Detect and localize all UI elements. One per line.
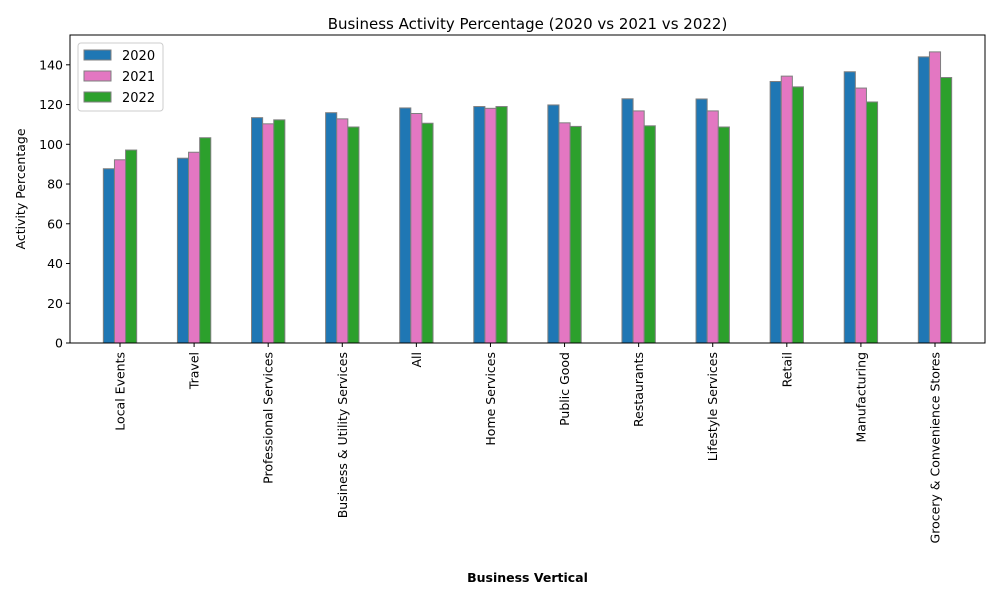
bar-2020-restaurants <box>621 98 634 344</box>
bar-2021-professional-services <box>262 123 275 344</box>
bar-2020-business-utility-services <box>325 112 338 344</box>
bar-2022-grocery-convenience-stores <box>940 77 953 344</box>
bar-2020-all <box>399 107 412 344</box>
bar-2021-all <box>410 112 423 344</box>
bar-2021-retail <box>780 75 793 344</box>
legend-label-2021: 2021 <box>122 70 155 85</box>
bar-2022-manufacturing <box>865 101 879 344</box>
y-tick-label: 140 <box>39 57 63 72</box>
bar-2021-restaurants <box>632 110 645 344</box>
bar-2020-retail <box>769 81 782 344</box>
bar-2022-home-services <box>495 106 508 344</box>
y-tick-label: 20 <box>47 296 63 311</box>
x-axis-title: Business Vertical <box>467 570 588 585</box>
bar-2020-public-good <box>547 104 560 344</box>
bar-2022-travel <box>199 137 212 344</box>
bars-layer <box>102 51 953 344</box>
x-tick-label: All <box>409 352 424 368</box>
y-tick-label: 80 <box>47 177 63 192</box>
bar-2021-manufacturing <box>854 87 867 344</box>
chart-title: Business Activity Percentage (2020 vs 20… <box>328 15 728 33</box>
bar-2020-grocery-convenience-stores <box>917 56 930 344</box>
y-tick-label: 120 <box>39 97 63 112</box>
x-tick-label: Travel <box>187 352 202 390</box>
bar-2021-public-good <box>558 122 571 344</box>
x-tick-label: Grocery & Convenience Stores <box>927 352 942 543</box>
bar-2020-professional-services <box>251 117 264 344</box>
legend-label-2022: 2022 <box>122 91 155 106</box>
bar-2022-local-events <box>125 149 138 344</box>
x-tick-label: Home Services <box>483 352 498 446</box>
bar-2021-grocery-convenience-stores <box>928 51 942 344</box>
y-axis-title: Activity Percentage <box>13 128 28 249</box>
bar-2020-home-services <box>473 106 486 344</box>
bar-2022-all <box>421 122 434 344</box>
legend-swatch-2020 <box>83 49 112 61</box>
bar-2022-restaurants <box>643 125 656 344</box>
x-axis: Local Events Travel Professional Services B… <box>113 343 942 543</box>
x-tick-label: Local Events <box>113 352 128 431</box>
plot-frame <box>69 34 986 344</box>
bar-2022-business-utility-services <box>347 126 360 344</box>
x-tick-label: Manufacturing <box>853 352 868 443</box>
legend-swatch-2022 <box>83 91 112 103</box>
bar-2021-local-events <box>113 159 127 344</box>
y-tick-label: 40 <box>47 256 63 271</box>
x-tick-label: Retail <box>779 352 794 387</box>
bar-2022-professional-services <box>273 119 286 344</box>
x-tick-label: Business & Utility Services <box>335 352 350 518</box>
y-tick-label: 0 <box>55 336 63 351</box>
bar-2022-retail <box>791 86 804 344</box>
bar-2020-travel <box>176 157 190 344</box>
bar-2021-lifestyle-services <box>706 110 719 344</box>
legend-label-2020: 2020 <box>122 49 155 64</box>
bar-2021-travel <box>188 151 201 344</box>
legend: 2020 2021 2022 <box>77 42 164 112</box>
bar-2022-lifestyle-services <box>717 126 730 344</box>
y-axis: 0 20 40 60 80 100 120 140 <box>39 57 70 351</box>
bar-2020-local-events <box>102 168 115 344</box>
legend-swatch-2021 <box>83 70 112 82</box>
bar-2022-public-good <box>569 125 582 344</box>
x-tick-label: Restaurants <box>631 352 646 427</box>
x-tick-label: Public Good <box>557 352 572 426</box>
bar-2020-manufacturing <box>843 71 856 344</box>
bar-2021-business-utility-services <box>336 118 349 344</box>
y-tick-label: 100 <box>39 137 63 152</box>
x-tick-label: Professional Services <box>261 352 276 484</box>
y-tick-label: 60 <box>47 216 63 231</box>
bar-2021-home-services <box>484 107 497 344</box>
bar-2020-lifestyle-services <box>695 98 708 344</box>
x-tick-label: Lifestyle Services <box>705 352 720 461</box>
